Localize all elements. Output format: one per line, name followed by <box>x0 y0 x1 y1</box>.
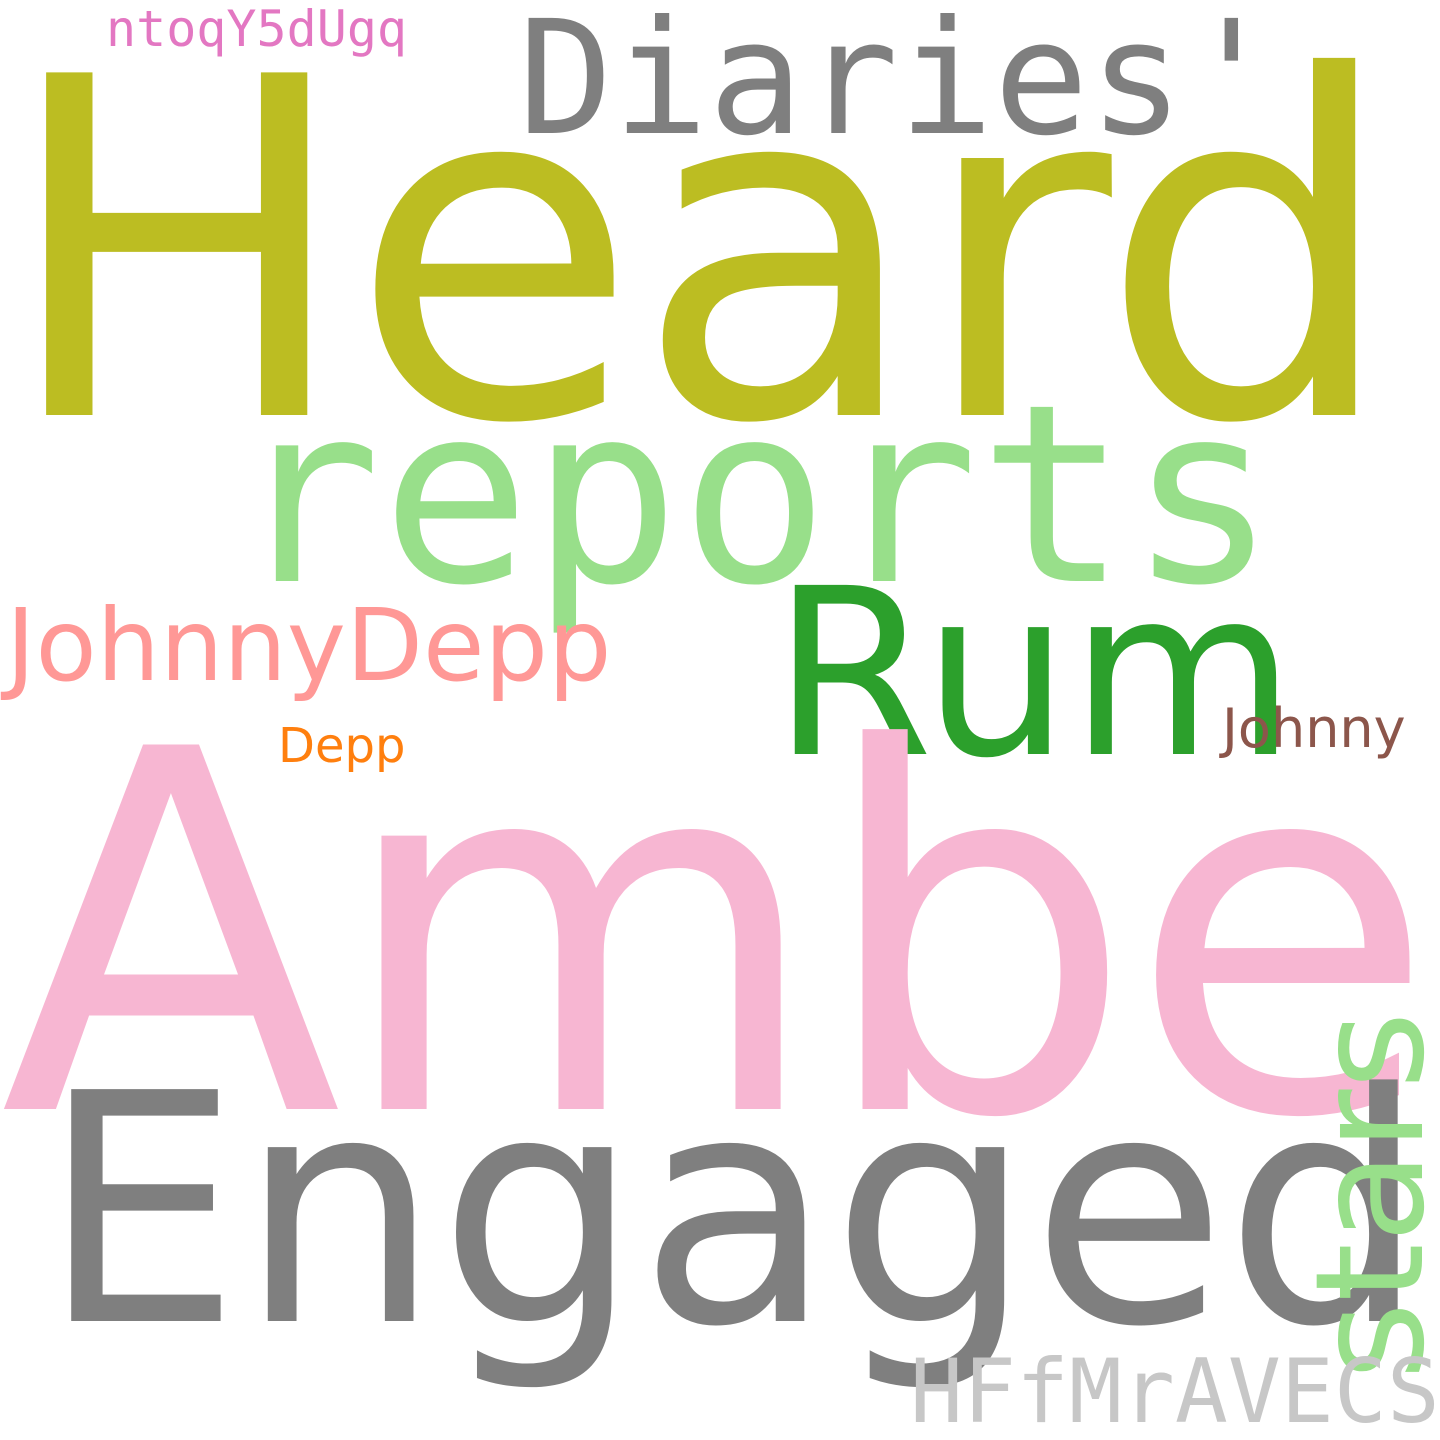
word-johnny: Johnny <box>1222 697 1406 760</box>
word-diaries: Diaries' <box>518 0 1279 171</box>
word-amber: Amber <box>0 645 1440 1227</box>
word-heard: Heard <box>0 0 1398 526</box>
word-reports: reports <box>232 352 1278 640</box>
word-stars: stars <box>1284 1011 1440 1380</box>
word-rum: Rum <box>772 539 1296 809</box>
word-johnnydepp: JohnnyDepp <box>6 587 612 704</box>
word-ntoqy5dugq: ntoqY5dUgq <box>106 0 408 58</box>
word-depp: Depp <box>278 718 406 774</box>
word-engaged: Engaged <box>40 1026 1427 1396</box>
word-hffmravecs: HFfMrAVECS <box>910 1340 1440 1440</box>
